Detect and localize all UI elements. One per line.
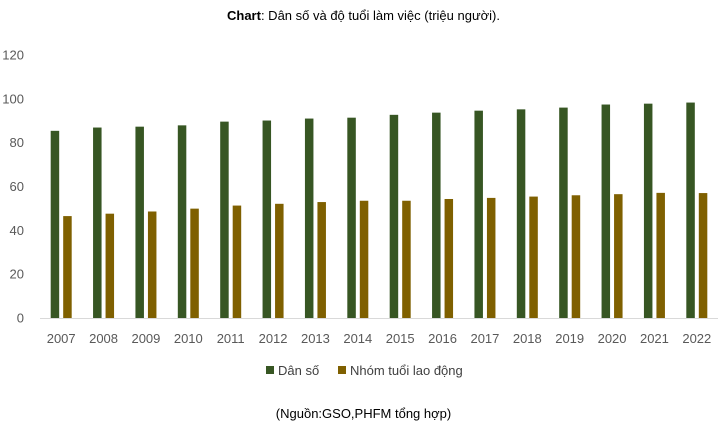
source-note: (Nguồn:GSO,PHFM tổng hợp): [275, 406, 452, 421]
legend-swatch: [338, 366, 346, 374]
bar-dan-so-2022: [686, 102, 695, 318]
bar-nhom-tuoi-lao-dong-2007: [63, 216, 72, 318]
bar-nhom-tuoi-lao-dong-2021: [656, 192, 665, 318]
y-tick-label: 40: [10, 223, 24, 238]
x-tick-label: 2022: [682, 331, 711, 346]
bar-dan-so-2009: [135, 126, 144, 318]
bar-dan-so-2010: [177, 125, 187, 318]
bar-dan-so-2017: [474, 110, 483, 318]
chart-title-text: : Dân số và độ tuổi làm việc (triệu ngườ…: [260, 8, 500, 23]
x-tick-label: 2018: [513, 331, 542, 346]
bar-nhom-tuoi-lao-dong-2009: [147, 211, 157, 318]
bar-dan-so-2018: [516, 109, 526, 318]
bar-dan-so-2013: [304, 118, 314, 318]
bar-nhom-tuoi-lao-dong-2019: [571, 195, 581, 318]
bar-nhom-tuoi-lao-dong-2013: [317, 202, 326, 318]
bar-nhom-tuoi-lao-dong-2012: [275, 203, 284, 318]
bar-dan-so-2019: [559, 107, 568, 318]
bar-dan-so-2011: [220, 121, 229, 318]
bar-dan-so-2016: [432, 112, 441, 318]
bar-nhom-tuoi-lao-dong-2018: [529, 196, 538, 318]
x-tick-label: 2011: [217, 331, 245, 346]
y-tick-label: 120: [2, 48, 24, 63]
x-tick-label: 2007: [47, 331, 76, 346]
bar-nhom-tuoi-lao-dong-2022: [698, 193, 708, 318]
x-tick-label: 2009: [131, 331, 160, 346]
bar-nhom-tuoi-lao-dong-2008: [105, 213, 115, 318]
x-tick-label: 2016: [428, 331, 457, 346]
x-tick-label: 2010: [174, 331, 203, 346]
x-tick-label: 2021: [640, 331, 669, 346]
y-tick-label: 60: [10, 179, 24, 194]
bar-dan-so-2008: [93, 127, 102, 318]
y-tick-label: 0: [17, 311, 24, 326]
bar-nhom-tuoi-lao-dong-2017: [486, 197, 496, 318]
bars: [50, 102, 708, 319]
bar-nhom-tuoi-lao-dong-2016: [444, 198, 454, 318]
x-tick-label: 2019: [555, 331, 584, 346]
x-tick-label: 2015: [386, 331, 415, 346]
x-tick-label: 2017: [470, 331, 499, 346]
y-tick-label: 80: [10, 135, 24, 150]
x-tick-label: 2020: [598, 331, 627, 346]
legend-swatch: [266, 366, 274, 374]
x-tick-label: 2014: [343, 331, 372, 346]
bar-nhom-tuoi-lao-dong-2010: [190, 208, 199, 318]
x-tick-label: 2013: [301, 331, 330, 346]
legend-label: Dân số: [278, 363, 319, 378]
x-axis: 2007 2008 2009 2010 2011 2012 2013 2014 2015 2016…: [47, 331, 712, 346]
chart-title-prefix: Chart: [227, 8, 261, 23]
legend-label: Nhóm tuổi lao động: [350, 363, 463, 378]
y-tick-label: 100: [2, 91, 24, 106]
y-tick-label: 20: [10, 267, 24, 282]
bar-dan-so-2012: [262, 120, 272, 318]
chart-title: Chart: Dân số và độ tuổi làm việc (triệu…: [0, 8, 727, 23]
bar-nhom-tuoi-lao-dong-2020: [614, 194, 623, 318]
bar-dan-so-2021: [643, 103, 653, 318]
x-tick-label: 2008: [89, 331, 118, 346]
bar-dan-so-2007: [50, 130, 60, 318]
legend: Dân số Nhóm tuổi lao động: [266, 363, 463, 378]
bar-dan-so-2020: [601, 104, 611, 318]
bar-nhom-tuoi-lao-dong-2015: [402, 200, 411, 318]
bar-dan-so-2014: [347, 117, 356, 319]
y-axis: 0 20 40 60 80 100 120: [2, 48, 24, 326]
bar-dan-so-2015: [389, 114, 399, 318]
x-tick-label: 2012: [259, 331, 288, 346]
bar-nhom-tuoi-lao-dong-2014: [359, 200, 369, 318]
bar-nhom-tuoi-lao-dong-2011: [232, 205, 242, 318]
